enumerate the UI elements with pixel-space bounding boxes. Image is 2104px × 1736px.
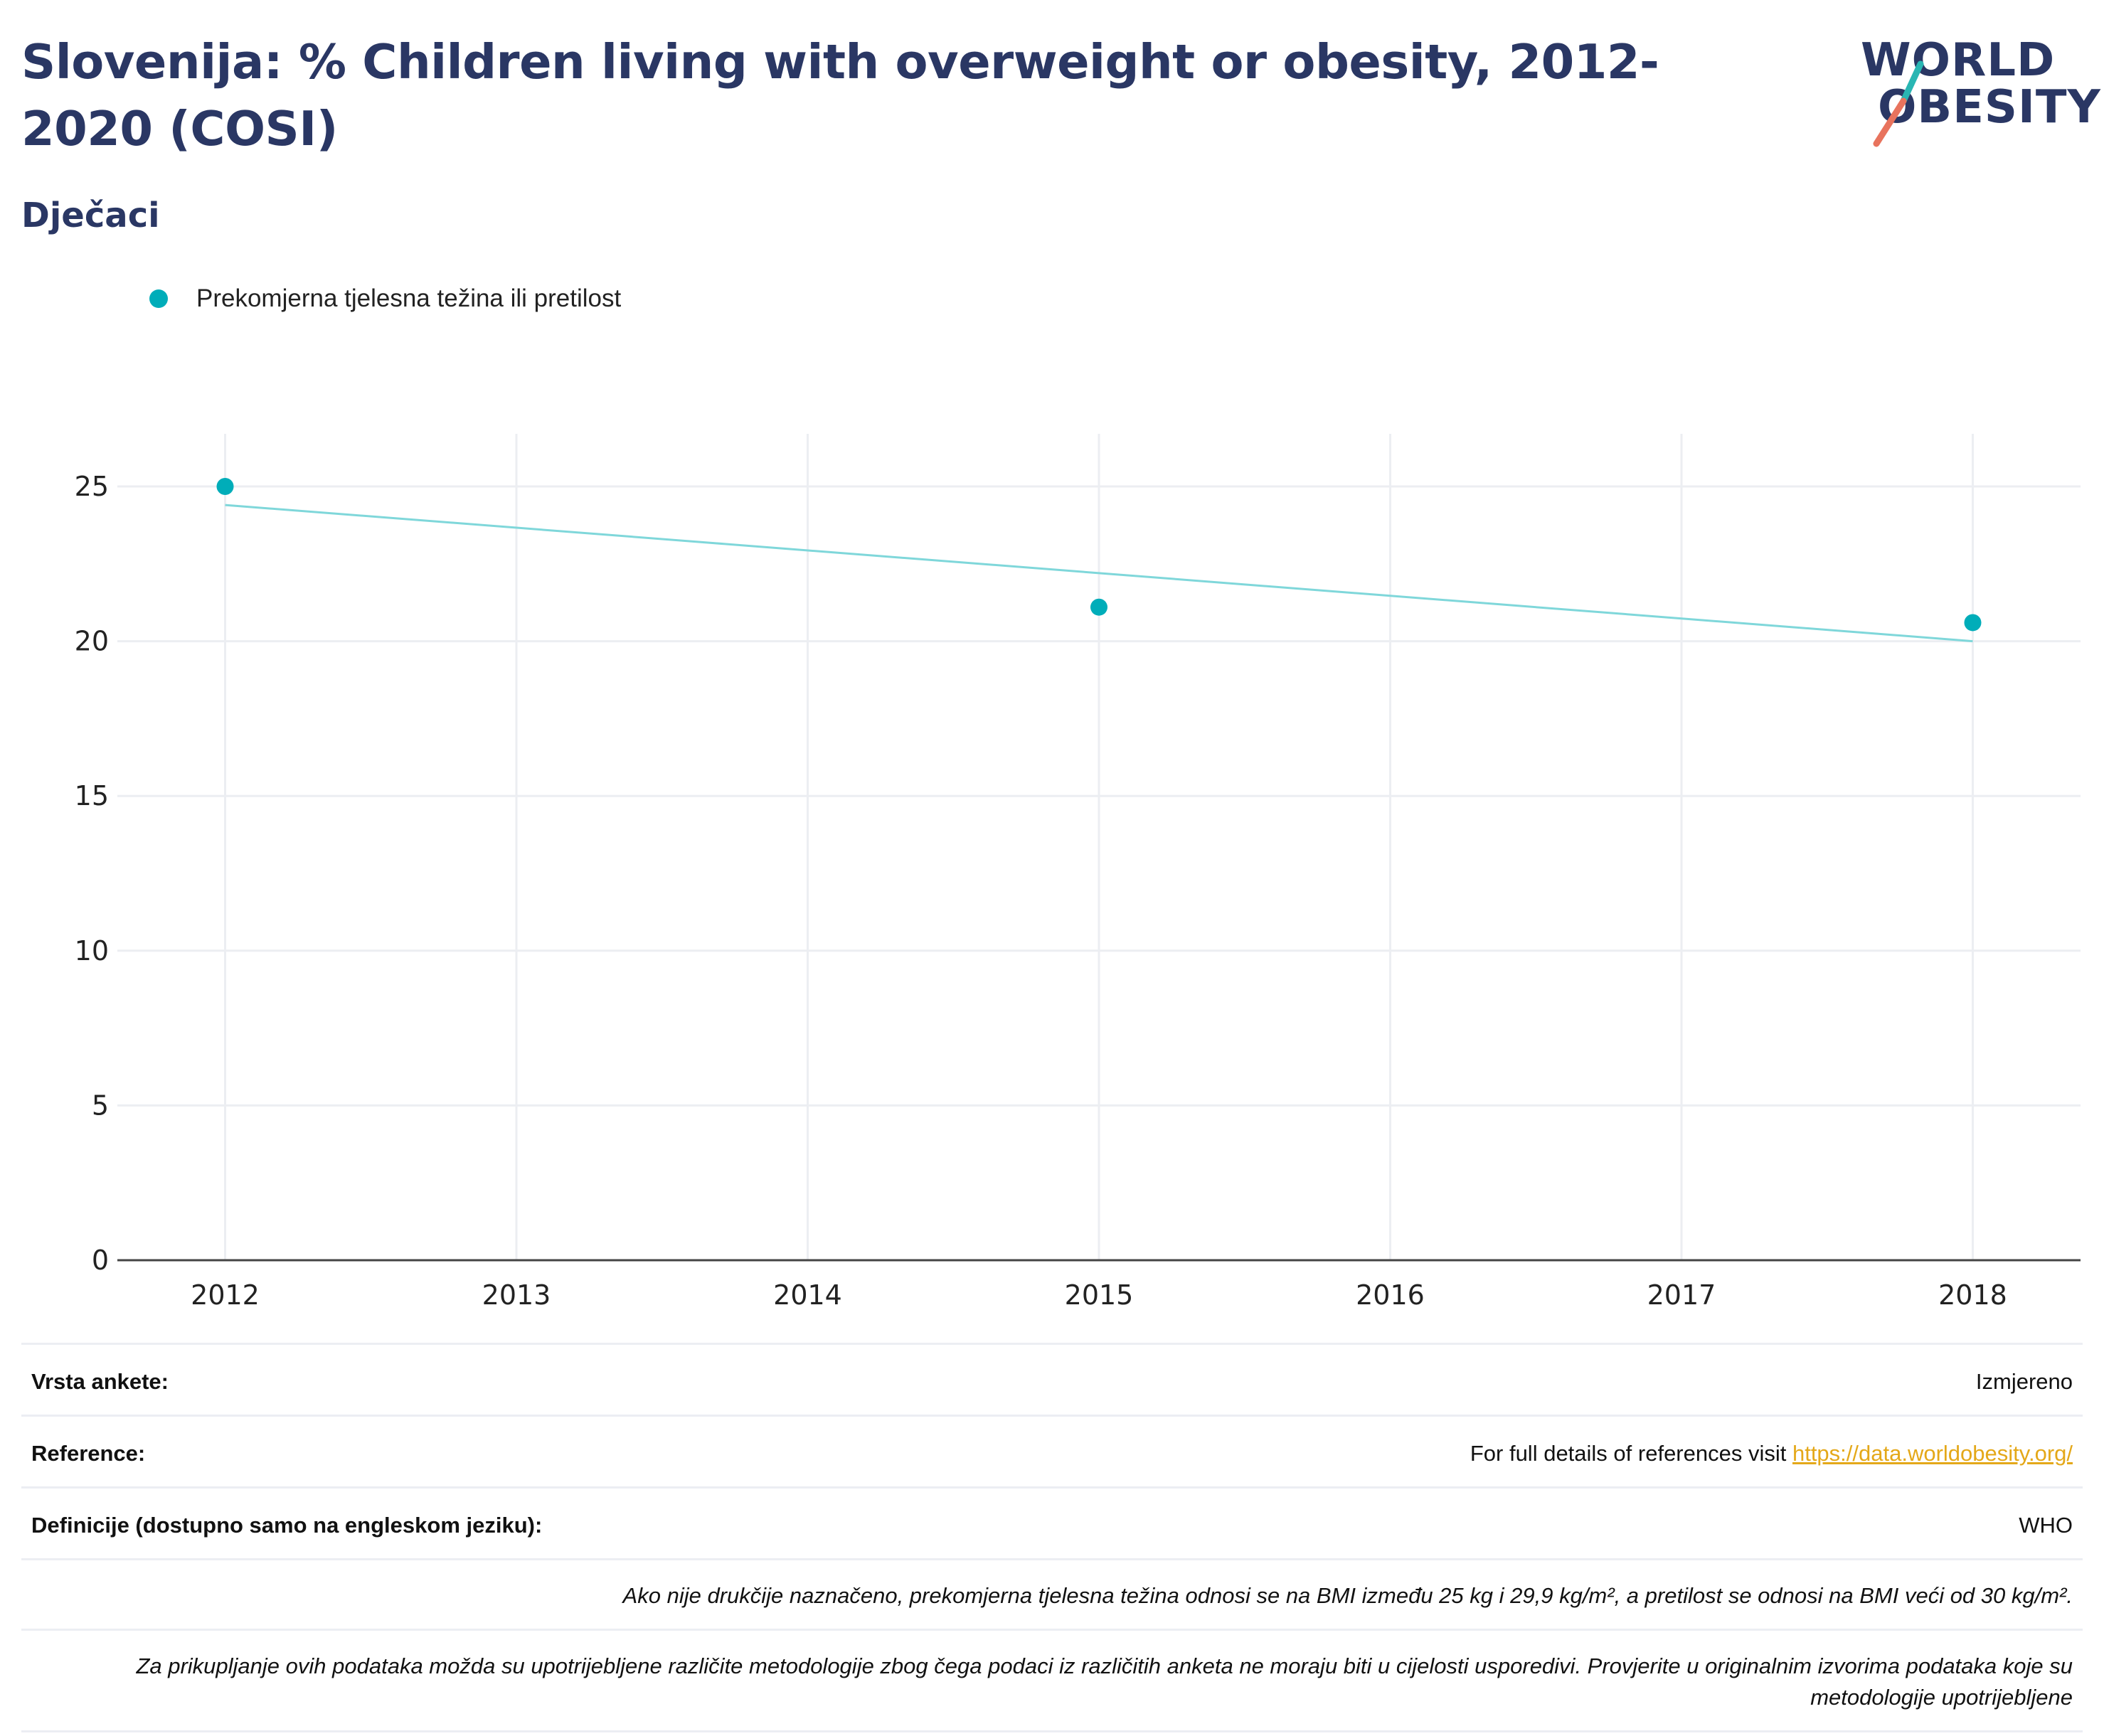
references-link[interactable]: https://data.worldobesity.org/ bbox=[1792, 1441, 2073, 1466]
legend-label[interactable]: Prekomjerna tjelesna težina ili pretilos… bbox=[196, 284, 622, 312]
info-value: Izmjereno bbox=[1975, 1369, 2073, 1394]
y-tick-label: 0 bbox=[92, 1245, 109, 1276]
info-row-definitions: Definicije (dostupno samo na engleskom j… bbox=[21, 1486, 2083, 1558]
info-label: Definicije (dostupno samo na engleskom j… bbox=[31, 1513, 543, 1538]
x-tick-label: 2015 bbox=[1065, 1279, 1134, 1309]
logo-line-2: OBESITY bbox=[1878, 81, 2101, 134]
y-tick-label: 20 bbox=[75, 626, 109, 657]
x-tick-label: 2017 bbox=[1647, 1279, 1716, 1309]
data-point bbox=[1090, 598, 1107, 616]
info-label: Reference: bbox=[31, 1441, 146, 1466]
info-value: For full details of references visit htt… bbox=[1470, 1438, 2073, 1469]
x-tick-label: 2012 bbox=[191, 1279, 260, 1309]
y-tick-label: 25 bbox=[75, 471, 109, 502]
info-label: Vrsta ankete: bbox=[31, 1369, 169, 1394]
chart-title: Slovenija: % Children living with overwe… bbox=[21, 34, 1659, 156]
y-tick-label: 15 bbox=[75, 780, 109, 811]
x-tick-label: 2014 bbox=[773, 1279, 842, 1309]
x-tick-label: 2016 bbox=[1356, 1279, 1425, 1309]
chart-subtitle: Dječaci bbox=[21, 196, 160, 235]
y-tick-label: 10 bbox=[75, 935, 109, 966]
legend: Prekomjerna tjelesna težina ili pretilos… bbox=[149, 284, 621, 313]
world-obesity-logo: WORLD OBESITY bbox=[1849, 21, 2100, 149]
x-tick-label: 2018 bbox=[1938, 1279, 2007, 1309]
legend-marker bbox=[149, 289, 168, 308]
logo-slash-icon bbox=[1873, 60, 1924, 147]
data-point bbox=[1964, 614, 1982, 632]
logo-line-1: WORLD bbox=[1861, 34, 2056, 87]
references-text: For full details of references visit bbox=[1470, 1441, 1792, 1466]
x-tick-label: 2013 bbox=[482, 1279, 551, 1309]
trend-line bbox=[225, 504, 1973, 643]
methodology-note: Za prikupljanje ovih podataka možda su u… bbox=[21, 1629, 2083, 1732]
y-tick-label: 5 bbox=[92, 1090, 109, 1121]
info-row-references: Reference: For full details of reference… bbox=[21, 1415, 2083, 1486]
data-point bbox=[216, 477, 234, 495]
info-value: WHO bbox=[2019, 1513, 2073, 1538]
info-row-survey-type: Vrsta ankete: Izmjereno bbox=[21, 1343, 2083, 1415]
bmi-definition-note: Ako nije drukčije naznačeno, prekomjerna… bbox=[21, 1558, 2083, 1629]
chart-plot: 0 5 10 15 20 25 2012 2013 2014 2015 2016 2017 2018 bbox=[75, 434, 2081, 1309]
info-table: Vrsta ankete: Izmjereno Reference: For f… bbox=[21, 1343, 2083, 1732]
